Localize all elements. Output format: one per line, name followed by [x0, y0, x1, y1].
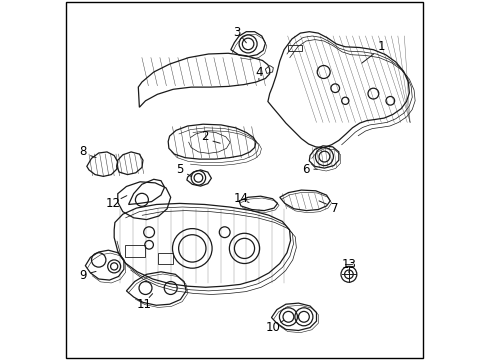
Text: 10: 10 [265, 321, 280, 334]
Text: 11: 11 [136, 298, 151, 311]
Text: 5: 5 [176, 163, 183, 176]
Bar [158, 253, 173, 264]
Text: 9: 9 [80, 269, 87, 282]
Text: 8: 8 [80, 145, 87, 158]
Text: 7: 7 [330, 202, 338, 215]
Text: 4: 4 [255, 66, 262, 78]
Bar [287, 45, 302, 51]
Text: 13: 13 [341, 258, 356, 271]
Text: 14: 14 [233, 192, 248, 204]
Bar [125, 245, 144, 257]
Text: 2: 2 [201, 130, 208, 143]
Text: 6: 6 [301, 163, 309, 176]
Text: 1: 1 [377, 40, 384, 53]
Text: 3: 3 [233, 26, 241, 39]
Text: 12: 12 [105, 197, 121, 210]
